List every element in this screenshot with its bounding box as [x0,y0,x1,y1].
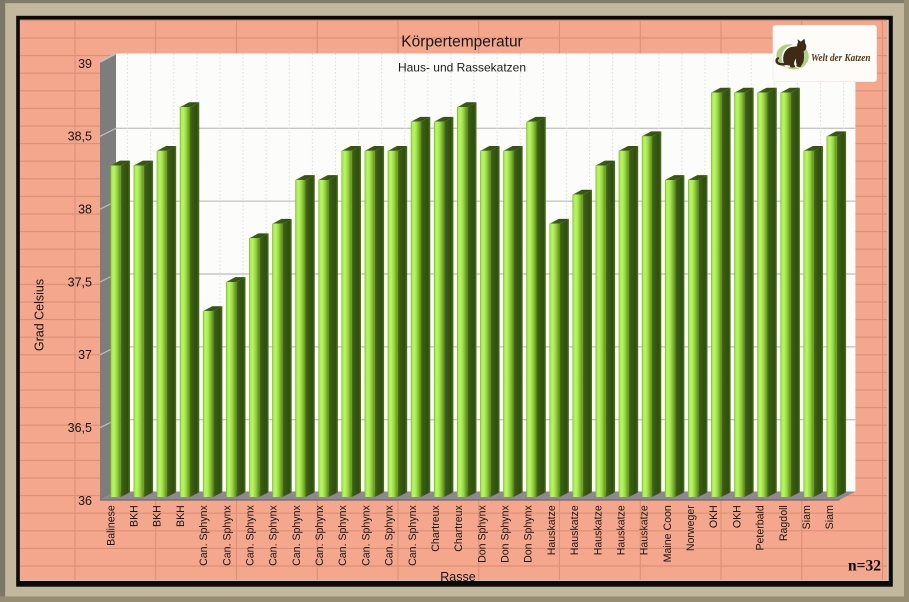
svg-text:Hauskatze: Hauskatze [569,505,581,555]
svg-text:Hauskatze: Hauskatze [546,505,558,555]
svg-text:37: 37 [78,348,92,362]
svg-text:Can. Sphynx: Can. Sphynx [407,504,419,565]
svg-text:BKH: BKH [175,505,187,527]
svg-text:Hauskatze: Hauskatze [592,505,604,555]
svg-text:Balinese: Balinese [105,505,117,546]
svg-text:Can. Sphynx: Can. Sphynx [198,504,210,565]
svg-text:Rasse: Rasse [440,570,475,584]
svg-text:Peterbald: Peterbald [755,505,767,550]
svg-text:Welt der Katzen: Welt der Katzen [811,53,871,64]
svg-text:Don Sphynx: Don Sphynx [500,505,512,563]
svg-text:Haus- und Rassekatzen: Haus- und Rassekatzen [398,61,526,75]
svg-text:Hauskatze: Hauskatze [639,505,651,555]
svg-text:38: 38 [78,203,92,217]
svg-text:Can. Sphynx: Can. Sphynx [221,504,233,565]
svg-text:Can. Sphynx: Can. Sphynx [314,504,326,565]
svg-text:38,5: 38,5 [68,130,92,144]
svg-text:Can. Sphynx: Can. Sphynx [384,504,396,565]
svg-text:Maine Coon: Maine Coon [662,505,674,562]
svg-text:OKH: OKH [708,505,720,528]
svg-text:Can. Sphynx: Can. Sphynx [360,504,372,565]
svg-text:37,5: 37,5 [68,275,92,289]
svg-text:Körpertemperatur: Körpertemperatur [401,34,522,51]
svg-text:Hauskatze: Hauskatze [615,505,627,555]
svg-text:Chartreux: Chartreux [453,504,465,551]
svg-text:n=32: n=32 [848,558,881,575]
svg-text:Chartreux: Chartreux [430,504,442,551]
svg-text:Can. Sphynx: Can. Sphynx [291,504,303,565]
svg-text:Don Sphynx: Don Sphynx [476,505,488,563]
svg-text:36,5: 36,5 [68,421,92,435]
svg-text:Can. Sphynx: Can. Sphynx [268,504,280,565]
svg-text:OKH: OKH [731,505,743,528]
svg-text:BKH: BKH [128,505,140,527]
svg-text:Grad Celsius: Grad Celsius [33,279,47,351]
svg-text:Norweger: Norweger [685,505,697,551]
svg-text:39: 39 [78,57,92,71]
svg-text:Ragdoll: Ragdoll [778,505,790,541]
svg-text:BKH: BKH [152,505,164,527]
svg-text:Siam: Siam [824,505,836,529]
svg-text:Can. Sphynx: Can. Sphynx [337,504,349,565]
svg-text:Can. Sphynx: Can. Sphynx [244,504,256,565]
svg-text:Siam: Siam [801,505,813,529]
svg-text:36: 36 [78,494,92,508]
svg-text:Don Sphynx: Don Sphynx [523,505,535,563]
